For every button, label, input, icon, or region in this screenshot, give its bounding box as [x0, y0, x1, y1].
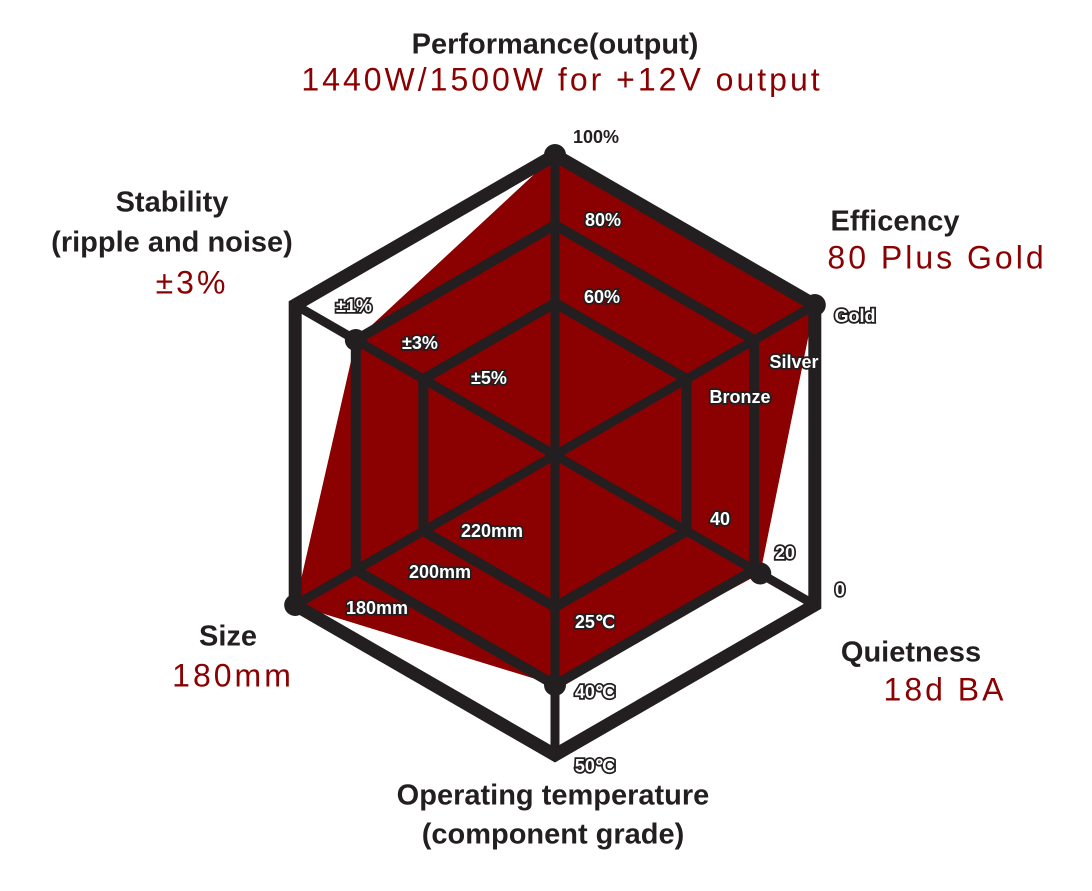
- axis-label-size: Size: [198, 620, 258, 653]
- axis-label-quietness: Quietness: [840, 636, 982, 669]
- tick-label: ±5%: [471, 368, 507, 388]
- tick-label: 40℃: [575, 682, 615, 702]
- axis-label-stability-line2: (ripple and noise): [51, 226, 293, 259]
- axis-label-performance: Performance(output): [411, 28, 699, 61]
- axis-label-temperature-line2: (component grade): [421, 818, 685, 851]
- data-point: [544, 674, 566, 696]
- tick-label: Bronze: [709, 387, 770, 407]
- data-point: [284, 594, 307, 616]
- data-point: [749, 562, 772, 585]
- tick-label: 60%: [584, 287, 620, 307]
- data-point: [544, 144, 566, 166]
- axis-spoke: [552, 451, 818, 609]
- tick-label: 180mm: [346, 598, 408, 618]
- tick-label: Silver: [769, 352, 818, 372]
- tick-label: 0: [835, 580, 845, 600]
- tick-label: 80%: [585, 210, 621, 230]
- axis-value-performance: 1440W/1500W for +12V output: [301, 61, 823, 98]
- tick-label: 220mm: [461, 521, 523, 541]
- tick-label: 200mm: [409, 562, 471, 582]
- data-point: [344, 329, 367, 351]
- axis-spoke: [552, 301, 818, 459]
- tick-label: 40: [710, 509, 730, 529]
- tick-label: Gold: [835, 306, 876, 326]
- axis-value-size: 180mm: [172, 657, 294, 694]
- axis-spoke: [292, 451, 558, 609]
- tick-label: ±3%: [402, 333, 438, 353]
- tick-label: 100%: [573, 127, 619, 147]
- axis-label-efficiency: Efficency: [830, 205, 960, 238]
- axis-spoke: [292, 301, 558, 459]
- tick-label: 50℃: [575, 756, 615, 776]
- tick-label: ±1%: [336, 296, 372, 316]
- tick-label: 20: [775, 543, 795, 563]
- axis-label-temperature: Operating temperature: [396, 779, 710, 812]
- data-point: [803, 294, 826, 316]
- axis-value-quietness: 18d BA: [883, 671, 1007, 708]
- axis-value-efficiency: 80 Plus Gold: [827, 239, 1047, 276]
- axis-label-stability: Stability: [115, 186, 229, 219]
- axis-value-stability: ±3%: [155, 264, 229, 301]
- tick-label: 25℃: [575, 612, 615, 632]
